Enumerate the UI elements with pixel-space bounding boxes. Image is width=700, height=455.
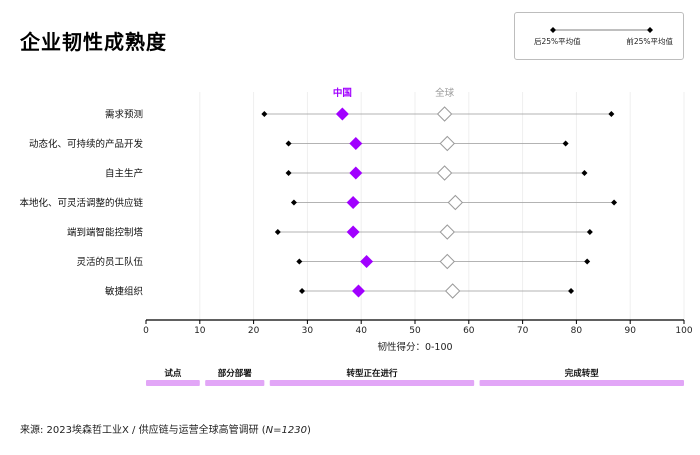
bottom25-marker — [285, 170, 292, 176]
global-marker — [439, 224, 455, 240]
stage-bar — [269, 380, 475, 386]
top25-marker — [581, 170, 588, 176]
global-marker — [444, 283, 461, 299]
global-marker — [439, 135, 455, 152]
top25-marker — [608, 111, 615, 117]
x-tick-label: 30 — [302, 326, 314, 336]
stage-bar — [146, 380, 200, 386]
x-axis-label: 韧性得分：0-100 — [377, 341, 452, 353]
legend-range-line — [550, 27, 653, 33]
category-label: 本地化、可灵活调整的供应链 — [19, 197, 143, 209]
x-tick-label: 60 — [463, 326, 475, 336]
bottom25-marker — [296, 258, 303, 265]
bottom25-marker — [290, 199, 297, 206]
stage-label: 试点 — [164, 368, 182, 379]
dot-range-chart: 0 10 20 30 40 50 60 70 80 90 100 韧性得分：0-100 中国 全球需求预测… — [19, 87, 693, 386]
stage-bar — [479, 380, 684, 386]
china-marker — [360, 255, 374, 268]
bottom25-marker — [299, 288, 306, 294]
stage-bar — [205, 380, 265, 386]
top25-marker — [584, 258, 591, 265]
category-label: 动态化、可持续的产品开发 — [29, 138, 144, 150]
china-marker — [335, 107, 349, 121]
x-tick-label: 70 — [517, 326, 529, 336]
top25-marker — [562, 140, 569, 147]
global-marker — [436, 106, 453, 122]
global-marker — [447, 194, 464, 211]
china-marker — [349, 137, 363, 150]
category-label: 端到端智能控制塔 — [67, 227, 144, 239]
chart-title: 企业韧性成熟度 — [20, 30, 167, 54]
top25-marker — [586, 229, 593, 235]
x-tick-label: 20 — [248, 326, 260, 336]
x-tick-label: 90 — [624, 326, 636, 336]
x-tick-label: 40 — [355, 326, 367, 336]
top25-marker — [568, 288, 575, 294]
china-marker — [352, 284, 366, 298]
stage-label: 转型正在进行 — [346, 368, 398, 379]
china-series-label: 中国 — [333, 87, 352, 99]
bottom25-marker — [274, 229, 281, 235]
legend: 后25%平均值 前25%平均值 — [514, 12, 684, 60]
china-marker — [346, 225, 360, 239]
x-tick-label: 80 — [571, 326, 583, 336]
stage-label: 完成转型 — [565, 368, 600, 379]
global-series-label: 全球 — [435, 87, 455, 99]
top25-marker — [611, 199, 618, 206]
bottom25-marker — [285, 140, 292, 147]
stage-label: 部分部署 — [218, 368, 253, 379]
legend-top25-marker — [647, 27, 653, 33]
legend-top25-label: 前25%平均值 — [626, 37, 673, 46]
source-note: 来源: 2023埃森哲工业X / 供应链与运营全球高管调研 (N=1230) — [20, 425, 311, 436]
x-tick-label: 100 — [675, 326, 692, 336]
legend-bottom25-label: 后25%平均值 — [534, 37, 581, 46]
category-label: 需求预测 — [105, 109, 143, 121]
category-label: 灵活的员工队伍 — [76, 256, 143, 268]
global-marker — [436, 165, 453, 181]
china-marker — [349, 166, 363, 180]
global-marker — [439, 253, 455, 270]
category-label: 自主生产 — [105, 168, 143, 180]
x-tick-label: 50 — [409, 326, 421, 336]
china-marker — [346, 196, 360, 209]
category-label: 敏捷组织 — [105, 286, 143, 298]
legend-bottom25-marker — [550, 27, 556, 33]
bottom25-marker — [261, 111, 268, 117]
x-tick-label: 10 — [194, 326, 206, 336]
x-tick-label: 0 — [143, 326, 149, 336]
